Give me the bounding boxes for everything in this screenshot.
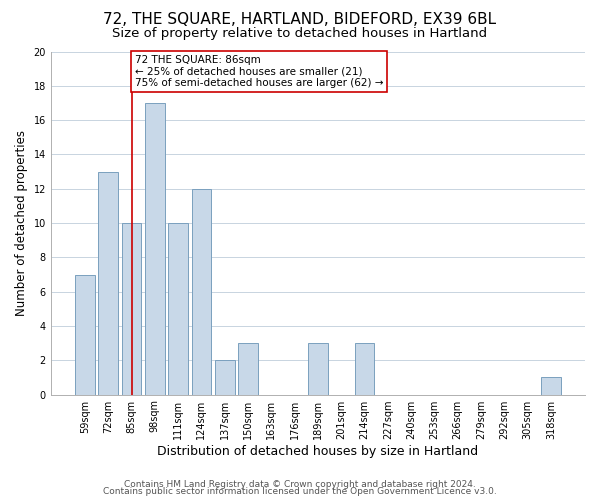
Bar	[541, 378, 561, 394]
X-axis label: Distribution of detached houses by size in Hartland: Distribution of detached houses by size …	[157, 444, 478, 458]
Bar	[238, 343, 258, 394]
Bar	[168, 223, 188, 394]
Bar	[355, 343, 374, 394]
Text: 72, THE SQUARE, HARTLAND, BIDEFORD, EX39 6BL: 72, THE SQUARE, HARTLAND, BIDEFORD, EX39…	[103, 12, 497, 28]
Bar	[215, 360, 235, 394]
Bar	[191, 188, 211, 394]
Bar	[75, 274, 95, 394]
Text: Contains public sector information licensed under the Open Government Licence v3: Contains public sector information licen…	[103, 487, 497, 496]
Text: Contains HM Land Registry data © Crown copyright and database right 2024.: Contains HM Land Registry data © Crown c…	[124, 480, 476, 489]
Bar	[122, 223, 142, 394]
Text: 72 THE SQUARE: 86sqm
← 25% of detached houses are smaller (21)
75% of semi-detac: 72 THE SQUARE: 86sqm ← 25% of detached h…	[135, 55, 383, 88]
Bar	[98, 172, 118, 394]
Bar	[145, 103, 165, 395]
Text: Size of property relative to detached houses in Hartland: Size of property relative to detached ho…	[112, 28, 488, 40]
Y-axis label: Number of detached properties: Number of detached properties	[15, 130, 28, 316]
Bar	[308, 343, 328, 394]
